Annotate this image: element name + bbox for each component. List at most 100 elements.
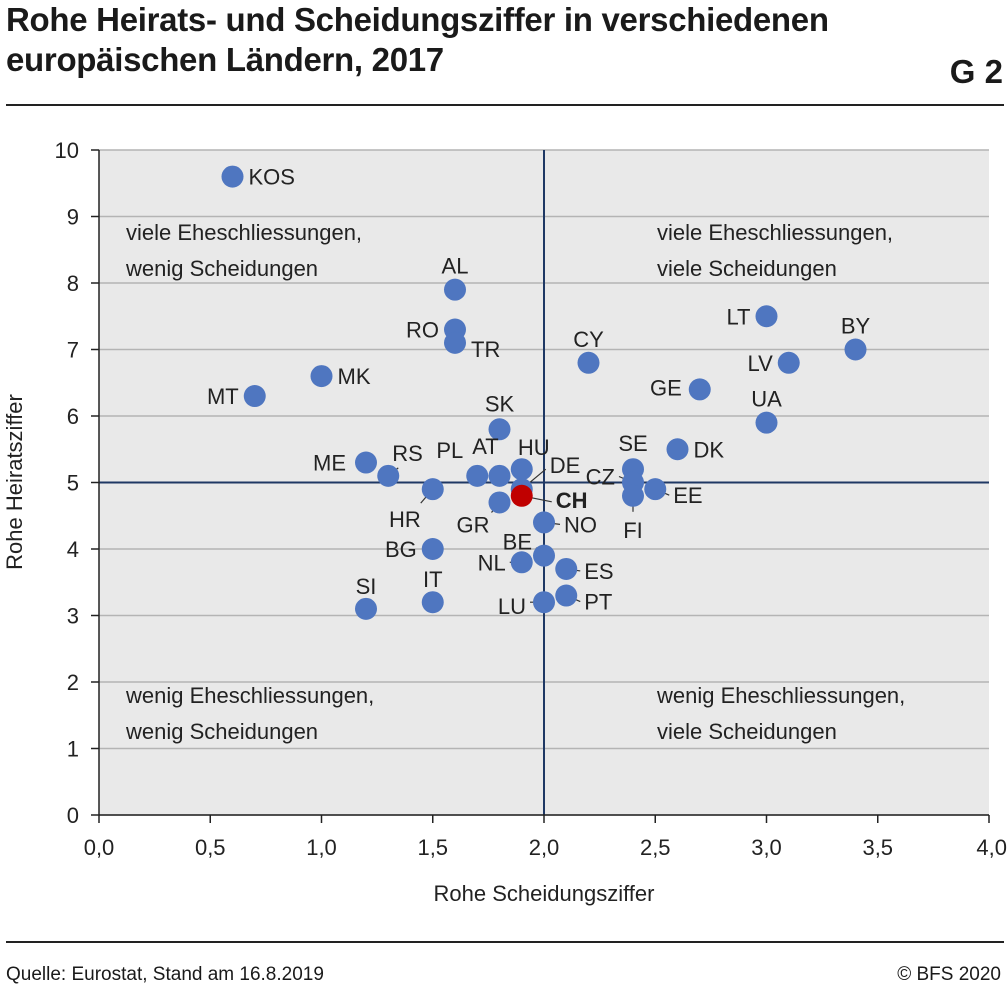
point-es bbox=[555, 557, 578, 580]
point-me bbox=[355, 451, 377, 474]
point-at bbox=[488, 464, 511, 487]
point-ch bbox=[510, 484, 533, 507]
point-no bbox=[533, 511, 555, 534]
quadrant-label-top-right: viele Eheschliessungen, bbox=[657, 220, 893, 245]
point-label-ge: GE bbox=[650, 375, 682, 400]
quadrant-label-bottom-left: wenig Eheschliessungen, bbox=[125, 683, 374, 708]
point-label-nl: NL bbox=[478, 550, 506, 575]
reference-lines bbox=[99, 150, 989, 815]
point-label-ch: CH bbox=[556, 488, 588, 513]
point-bg bbox=[421, 538, 444, 560]
x-axis-title: Rohe Scheidungsziffer bbox=[434, 881, 655, 906]
point-label-fi: FI bbox=[623, 518, 643, 543]
point-si bbox=[355, 597, 377, 620]
point-ee bbox=[644, 478, 667, 501]
y-tick-label: 6 bbox=[67, 404, 79, 429]
point-label-lu: LU bbox=[498, 594, 526, 619]
point-label-ee: EE bbox=[673, 483, 702, 508]
copyright-note: © BFS 2020 bbox=[897, 964, 1001, 985]
point-al bbox=[444, 278, 466, 301]
point-pt bbox=[555, 584, 578, 607]
point-labels: KOS AL RO TR MK MT CY LT BY LV GE UA SK DK SE HU ME RS PL A… bbox=[207, 165, 871, 620]
y-tick-label: 8 bbox=[67, 271, 79, 296]
x-tick-label: 1,0 bbox=[306, 835, 337, 860]
point-dk bbox=[666, 438, 689, 461]
point-label-se: SE bbox=[618, 431, 647, 456]
y-tick-label: 5 bbox=[67, 471, 79, 496]
point-cy bbox=[577, 351, 600, 374]
point-label-pt: PT bbox=[584, 590, 612, 615]
point-label-de: DE bbox=[550, 453, 581, 478]
point-label-ro: RO bbox=[406, 318, 439, 343]
x-tick-label: 1,5 bbox=[417, 835, 448, 860]
x-tick-label: 0,5 bbox=[195, 835, 226, 860]
point-label-lv: LV bbox=[747, 351, 773, 376]
point-label-cy: CY bbox=[573, 327, 604, 352]
point-lt bbox=[755, 305, 778, 328]
y-tick-label: 7 bbox=[67, 338, 79, 363]
point-nl bbox=[510, 551, 533, 574]
point-ua bbox=[755, 411, 778, 434]
point-label-no: NO bbox=[564, 512, 597, 537]
header-rule bbox=[6, 104, 1004, 106]
point-lv bbox=[777, 351, 800, 374]
point-label-pl: PL bbox=[436, 438, 463, 463]
quadrant-label-bottom-right: viele Scheidungen bbox=[657, 719, 837, 744]
point-label-kos: KOS bbox=[249, 165, 295, 190]
x-tick-label: 2,5 bbox=[640, 835, 671, 860]
point-label-bg: BG bbox=[385, 537, 417, 562]
y-axis-title: Rohe Heiratsziffer bbox=[2, 394, 27, 570]
quadrant-label-top-left: wenig Scheidungen bbox=[125, 256, 318, 281]
point-pl bbox=[466, 464, 489, 487]
figure-number: G 2 bbox=[949, 53, 1003, 90]
y-tick-label: 1 bbox=[67, 737, 79, 762]
x-tick-label: 3,0 bbox=[751, 835, 782, 860]
point-ge bbox=[688, 378, 711, 401]
point-rs bbox=[377, 464, 400, 487]
point-label-al: AL bbox=[442, 254, 469, 279]
point-label-lt: LT bbox=[726, 304, 750, 329]
point-fi bbox=[622, 484, 644, 507]
y-tick-label: 10 bbox=[55, 138, 79, 163]
quadrant-label-top-left: viele Eheschliessungen, bbox=[126, 220, 362, 245]
point-by bbox=[844, 338, 867, 361]
source-note: Quelle: Eurostat, Stand am 16.8.2019 bbox=[6, 964, 324, 985]
point-label-es: ES bbox=[584, 559, 613, 584]
point-label-ua: UA bbox=[751, 387, 782, 412]
y-tick-label: 3 bbox=[67, 604, 79, 629]
point-label-hr: HR bbox=[389, 507, 421, 532]
point-gr bbox=[488, 491, 511, 514]
x-tick-label: 0,0 bbox=[84, 835, 115, 860]
point-label-si: SI bbox=[356, 574, 377, 599]
axes: 0 1 2 3 4 5 6 7 8 9 10 0,0 0,5 1,0 1,5 2,0 2,5 3,0 3,5 4,0 bbox=[55, 138, 1007, 860]
point-label-mk: MK bbox=[338, 364, 371, 389]
point-label-tr: TR bbox=[471, 337, 500, 362]
point-kos bbox=[221, 165, 244, 188]
point-lu bbox=[533, 591, 555, 614]
x-tick-label: 3,5 bbox=[862, 835, 893, 860]
point-label-cz: CZ bbox=[586, 465, 615, 490]
point-tr bbox=[444, 331, 466, 354]
chart-title: Rohe Heirats- und Scheidungsziffer in ve… bbox=[6, 1, 829, 78]
quadrant-labels: viele Eheschliessungen, wenig Scheidungen… bbox=[125, 220, 905, 744]
footer-rule bbox=[6, 941, 1004, 943]
point-label-gr: GR bbox=[457, 512, 490, 537]
point-hr bbox=[421, 478, 444, 501]
point-label-it: IT bbox=[423, 567, 443, 592]
point-label-mt: MT bbox=[207, 384, 239, 409]
y-tick-label: 2 bbox=[67, 670, 79, 695]
point-label-me: ME bbox=[313, 451, 346, 476]
point-sk bbox=[488, 418, 511, 441]
x-tick-label: 4,0 bbox=[976, 835, 1007, 860]
y-tick-label: 0 bbox=[67, 803, 79, 828]
data-points bbox=[221, 165, 867, 620]
quadrant-label-bottom-left: wenig Scheidungen bbox=[125, 719, 318, 744]
point-be bbox=[533, 544, 555, 567]
point-label-rs: RS bbox=[392, 441, 423, 466]
quadrant-label-top-right: viele Scheidungen bbox=[657, 256, 837, 281]
point-mk bbox=[310, 365, 333, 388]
point-hu bbox=[510, 458, 533, 481]
point-mt bbox=[243, 385, 266, 408]
point-label-dk: DK bbox=[694, 437, 725, 462]
